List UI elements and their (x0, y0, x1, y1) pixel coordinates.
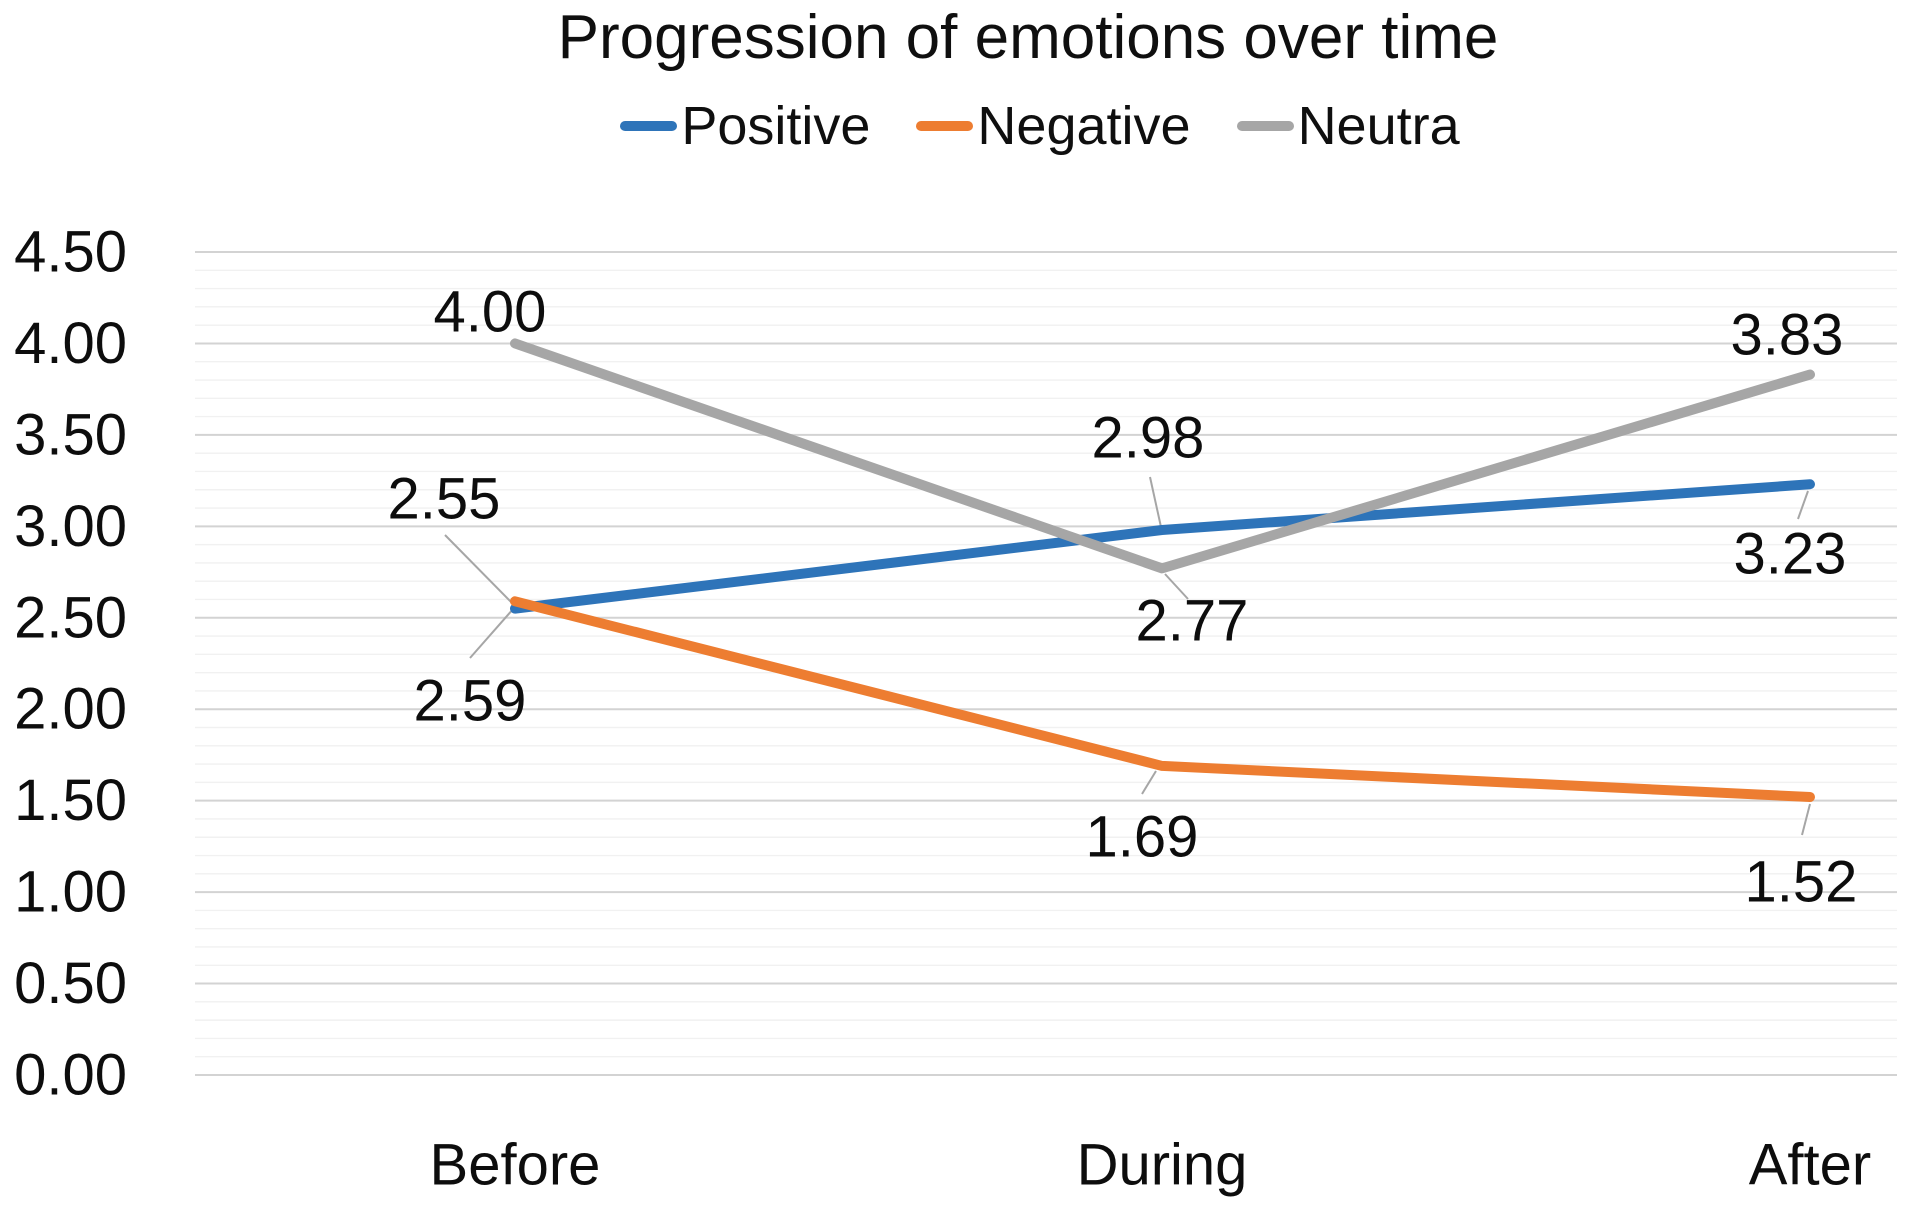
y-axis-tick-label: 2.00 (14, 677, 127, 742)
data-label-leader-line (1801, 803, 1811, 836)
y-axis-tick-label: 4.00 (14, 311, 127, 376)
x-axis-category-label: After (1749, 1133, 1872, 1198)
data-label-leader-line (1797, 490, 1809, 520)
legend-dash-icon (916, 121, 974, 131)
legend: Positive Negative Neutra (190, 94, 1890, 158)
y-axis-tick-label: 3.50 (14, 402, 127, 467)
y-axis-tick-label: 2.50 (14, 585, 127, 650)
x-axis-category-label: Before (430, 1133, 601, 1198)
series-line-positive (510, 479, 1815, 614)
data-label-neutra: 3.83 (1731, 303, 1844, 368)
y-axis-tick-label: 1.50 (14, 768, 127, 833)
legend-item-neutra: Neutra (1236, 95, 1460, 157)
data-label-negative: 1.69 (1086, 805, 1199, 870)
y-axis-tick-label: 0.50 (14, 951, 127, 1016)
legend-item-positive: Positive (620, 95, 870, 157)
legend-item-negative: Negative (916, 95, 1191, 157)
series-line-neutra (510, 338, 1815, 574)
legend-dash-icon (1236, 121, 1294, 131)
data-label-leader-line (1141, 770, 1157, 795)
y-axis-tick-label: 4.50 (14, 219, 127, 284)
legend-label: Neutra (1297, 96, 1460, 156)
data-label-neutra: 4.00 (434, 280, 547, 345)
data-label-negative: 2.59 (414, 669, 527, 734)
y-axis-tick-label: 3.00 (14, 494, 127, 559)
legend-dash-icon (620, 121, 678, 131)
data-label-leader-line (469, 607, 515, 659)
data-label-positive: 2.55 (388, 467, 501, 532)
data-label-leader-line (444, 534, 515, 606)
x-axis-category-label: During (1077, 1133, 1248, 1198)
chart-title: Progression of emotions over time (557, 3, 1499, 72)
data-label-leader-line (1164, 573, 1189, 600)
legend-label: Positive (681, 96, 871, 156)
y-axis-tick-label: 0.00 (14, 1043, 127, 1108)
data-label-positive: 3.23 (1734, 522, 1847, 587)
legend-label: Negative (977, 96, 1191, 156)
data-label-neutra: 2.77 (1136, 589, 1249, 654)
series-line-negative (510, 596, 1815, 803)
data-label-positive: 2.98 (1092, 406, 1205, 471)
data-label-leader-line (1149, 476, 1162, 528)
y-axis-tick-label: 1.00 (14, 860, 127, 925)
data-label-negative: 1.52 (1745, 850, 1858, 915)
